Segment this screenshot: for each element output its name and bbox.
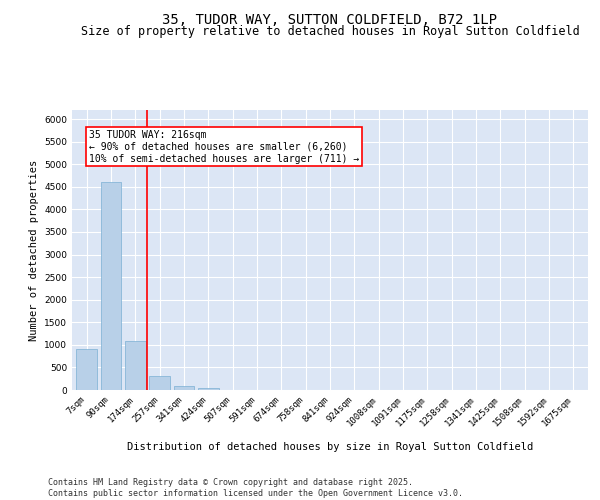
Text: 35, TUDOR WAY, SUTTON COLDFIELD, B72 1LP: 35, TUDOR WAY, SUTTON COLDFIELD, B72 1LP <box>163 12 497 26</box>
Bar <box>198 388 218 390</box>
Bar <box>149 376 170 390</box>
Y-axis label: Number of detached properties: Number of detached properties <box>29 160 38 340</box>
Text: Distribution of detached houses by size in Royal Sutton Coldfield: Distribution of detached houses by size … <box>127 442 533 452</box>
Bar <box>173 386 194 390</box>
Bar <box>125 341 146 390</box>
Text: Contains HM Land Registry data © Crown copyright and database right 2025.
Contai: Contains HM Land Registry data © Crown c… <box>48 478 463 498</box>
Bar <box>101 182 121 390</box>
Bar <box>76 350 97 390</box>
Text: 35 TUDOR WAY: 216sqm
← 90% of detached houses are smaller (6,260)
10% of semi-de: 35 TUDOR WAY: 216sqm ← 90% of detached h… <box>89 130 359 164</box>
Text: Size of property relative to detached houses in Royal Sutton Coldfield: Size of property relative to detached ho… <box>80 25 580 38</box>
